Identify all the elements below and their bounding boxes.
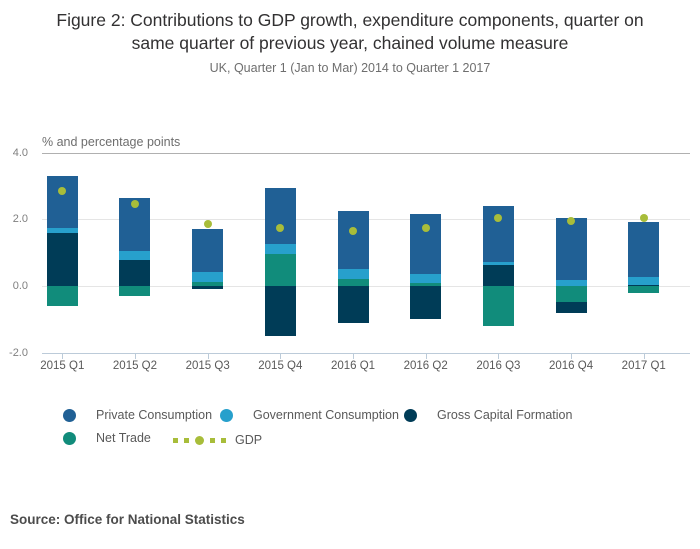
y-axis-unit-label: % and percentage points — [42, 135, 181, 149]
x-axis-tick — [571, 352, 573, 359]
bar-segment — [628, 276, 660, 286]
legend-label: Government Consumption — [253, 408, 399, 422]
y-axis-tick-label: 2.0 — [12, 213, 28, 226]
chart-title: Figure 2: Contributions to GDP growth, e… — [56, 10, 644, 54]
bar-segment — [46, 227, 78, 233]
x-axis-tick — [280, 352, 282, 359]
bar-segment — [628, 286, 660, 293]
legend-label: Private Consumption — [96, 408, 213, 422]
bar-segment — [46, 286, 78, 306]
bar-segment — [337, 210, 369, 270]
bar-segment — [46, 232, 78, 286]
legend-label: Gross Capital Formation — [437, 408, 573, 422]
bar-segment — [482, 261, 514, 265]
gridline — [42, 352, 690, 354]
net-trade-swatch-icon — [63, 431, 76, 445]
gdp-point — [639, 213, 648, 222]
gdp-point — [276, 223, 285, 232]
bar-segment — [337, 286, 369, 323]
bar-segment — [119, 259, 151, 286]
gross-capital-formation-swatch-icon — [404, 408, 417, 422]
bar-segment — [46, 175, 78, 228]
bar-segment — [555, 286, 587, 302]
gridline — [42, 152, 690, 154]
gdp-point — [421, 223, 430, 232]
y-axis-tick-label: 0.0 — [12, 280, 28, 292]
bar-segment — [410, 274, 442, 283]
x-axis-tick-label: 2017 Q1 — [621, 359, 666, 372]
legend-item-gross-capital-formation: Gross Capital Formation — [404, 408, 572, 422]
x-axis-tick-label: 2015 Q2 — [112, 359, 158, 372]
bar-segment — [337, 269, 369, 280]
bar-segment — [555, 218, 587, 280]
bar-segment — [482, 286, 514, 327]
y-axis-tick-label: -2.0 — [9, 346, 28, 359]
bar-segment — [264, 187, 296, 245]
x-axis-tick — [62, 352, 64, 359]
bar-segment — [192, 281, 224, 286]
gdp-point — [203, 220, 212, 229]
bar-segment — [119, 250, 151, 260]
x-axis-tick-label: 2015 Q4 — [258, 359, 303, 372]
gdp-point — [494, 213, 503, 222]
x-axis-tick — [643, 352, 645, 359]
x-axis-tick-label: 2015 Q3 — [185, 359, 230, 372]
source-note: Source: Office for National Statistics — [10, 512, 245, 527]
y-axis-tick-label: 4.0 — [12, 146, 28, 159]
bar-segment — [119, 286, 151, 296]
bar-segment — [482, 264, 514, 286]
bar-segment — [410, 282, 442, 286]
legend-label: Net Trade — [96, 431, 151, 445]
bar-segment — [264, 286, 296, 337]
government-consumption-swatch-icon — [220, 408, 233, 422]
bar-segment — [410, 286, 442, 320]
x-axis-tick — [353, 352, 355, 359]
bar-segment — [555, 279, 587, 286]
bar-segment — [192, 286, 224, 290]
x-axis-tick-label: 2016 Q1 — [330, 359, 376, 372]
legend-item-net-trade: Net Trade — [63, 431, 151, 445]
x-axis-tick — [134, 352, 136, 359]
bar-segment — [192, 228, 224, 273]
x-axis-tick — [425, 352, 427, 359]
x-axis-tick — [207, 352, 209, 359]
chart-subtitle: UK, Quarter 1 (Jan to Mar) 2014 to Quart… — [209, 61, 491, 75]
bar-segment — [555, 302, 587, 313]
bar-segment — [264, 254, 296, 286]
bar-segment — [628, 285, 660, 286]
gdp-point — [130, 200, 139, 209]
gdp-dotted-line-icon — [173, 435, 232, 445]
x-axis-tick-label: 2016 Q2 — [403, 359, 448, 372]
gdp-point — [349, 226, 358, 235]
x-axis-tick — [498, 352, 500, 359]
x-axis-tick-label: 2016 Q3 — [476, 359, 521, 372]
legend-item-private-consumption: Private Consumption — [63, 408, 212, 422]
gdp-point — [567, 216, 576, 225]
bar-segment — [192, 272, 224, 282]
bar-segment — [337, 279, 369, 286]
legend-item-gdp: GDP — [173, 433, 262, 447]
private-consumption-swatch-icon — [63, 408, 76, 422]
legend-item-government-consumption: Government Consumption — [220, 408, 399, 422]
bar-segment — [264, 244, 296, 255]
bar-segment — [628, 221, 660, 277]
legend-label: GDP — [235, 433, 263, 447]
x-axis-tick-label: 2015 Q1 — [40, 359, 85, 372]
gdp-point — [58, 186, 67, 195]
x-axis-tick-label: 2016 Q4 — [548, 359, 594, 372]
